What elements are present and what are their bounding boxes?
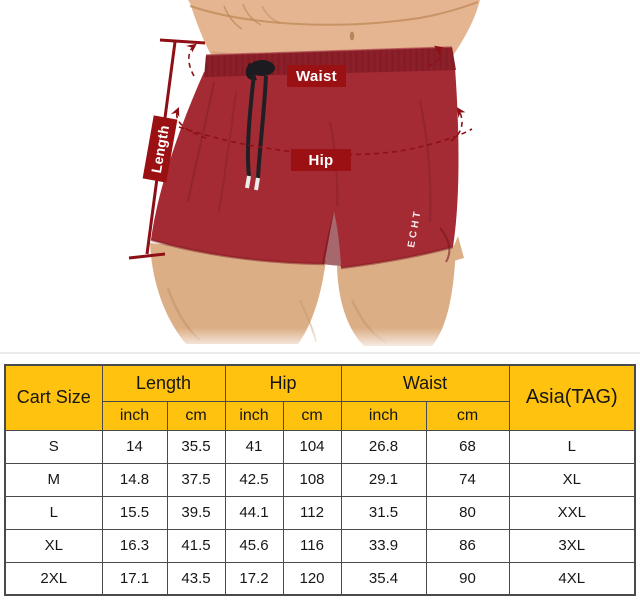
photo-fade [0,328,640,352]
size-cell: 112 [282,495,342,530]
header-hip-group: Hip [224,364,342,402]
size-cell: 35.5 [166,429,226,464]
header-asia-tag: Asia(TAG) [508,364,636,431]
size-cell: 80 [425,495,510,530]
size-cell: 41 [224,429,284,464]
length-line-top-cap [159,38,206,45]
table-row: 2XL 17.1 43.5 17.2 120 35.4 90 4XL [4,561,636,596]
header-length-cm: cm [166,400,226,431]
size-cell: 42.5 [224,462,284,497]
header-waist-inch: inch [340,400,427,431]
size-chart-body: S 14 35.5 41 104 26.8 68 L M 14.8 37.5 4… [4,429,636,596]
size-cell: 43.5 [166,561,226,596]
size-cell: 41.5 [166,528,226,563]
size-cell: 45.6 [224,528,284,563]
header-length-inch: inch [101,400,168,431]
table-row: S 14 35.5 41 104 26.8 68 L [4,429,636,464]
size-cell: 37.5 [166,462,226,497]
size-cell: L [4,495,103,530]
waist-left-arrow [186,43,197,77]
size-cell: 14 [101,429,168,464]
size-cell: 14.8 [101,462,168,497]
hip-left-arrow [170,106,207,139]
size-cell: 33.9 [340,528,427,563]
size-cell: 90 [425,561,510,596]
size-chart-table: Cart Size Length Hip Waist Asia(TAG) inc… [4,364,637,596]
size-cell: XL [508,462,636,497]
header-hip-cm: cm [282,400,342,431]
size-cell: 29.1 [340,462,427,497]
model-shorts-illustration: ECHT [0,0,640,352]
size-cell: 44.1 [224,495,284,530]
size-cell: 74 [425,462,510,497]
size-cell: 26.8 [340,429,427,464]
size-cell: 68 [425,429,510,464]
section-divider [0,352,640,354]
table-row: XL 16.3 41.5 45.6 116 33.9 86 3XL [4,528,636,563]
product-photo: ECHT Waist Hip Length [0,0,640,352]
header-waist-group: Waist [340,364,510,402]
header-waist-cm: cm [425,400,510,431]
size-cell: 120 [282,561,342,596]
hip-callout-label: Hip [291,149,351,171]
size-cell: 116 [282,528,342,563]
size-cell: 17.1 [101,561,168,596]
size-cell: 2XL [4,561,103,596]
size-cell: S [4,429,103,464]
size-cell: 17.2 [224,561,284,596]
length-line-bottom-cap [128,252,166,260]
waist-callout-label: Waist [287,65,346,87]
size-chart-header: Cart Size Length Hip Waist Asia(TAG) inc… [4,364,636,431]
size-cell: M [4,462,103,497]
hip-right-arrow [450,107,466,142]
header-hip-inch: inch [224,400,284,431]
size-cell: 35.4 [340,561,427,596]
table-row: L 15.5 39.5 44.1 112 31.5 80 XXL [4,495,636,530]
size-cell: 4XL [508,561,636,596]
size-cell: 31.5 [340,495,427,530]
size-cell: 3XL [508,528,636,563]
hip-dashed-line [161,120,473,156]
table-row: M 14.8 37.5 42.5 108 29.1 74 XL [4,462,636,497]
waist-right-arrow [427,45,445,67]
size-cell: XL [4,528,103,563]
header-cart-size: Cart Size [4,364,103,431]
header-length-group: Length [101,364,226,402]
size-cell: 86 [425,528,510,563]
size-cell: 15.5 [101,495,168,530]
size-cell: 16.3 [101,528,168,563]
size-cell: 39.5 [166,495,226,530]
size-cell: XXL [508,495,636,530]
size-cell: 108 [282,462,342,497]
size-cell: 104 [282,429,342,464]
size-cell: L [508,429,636,464]
